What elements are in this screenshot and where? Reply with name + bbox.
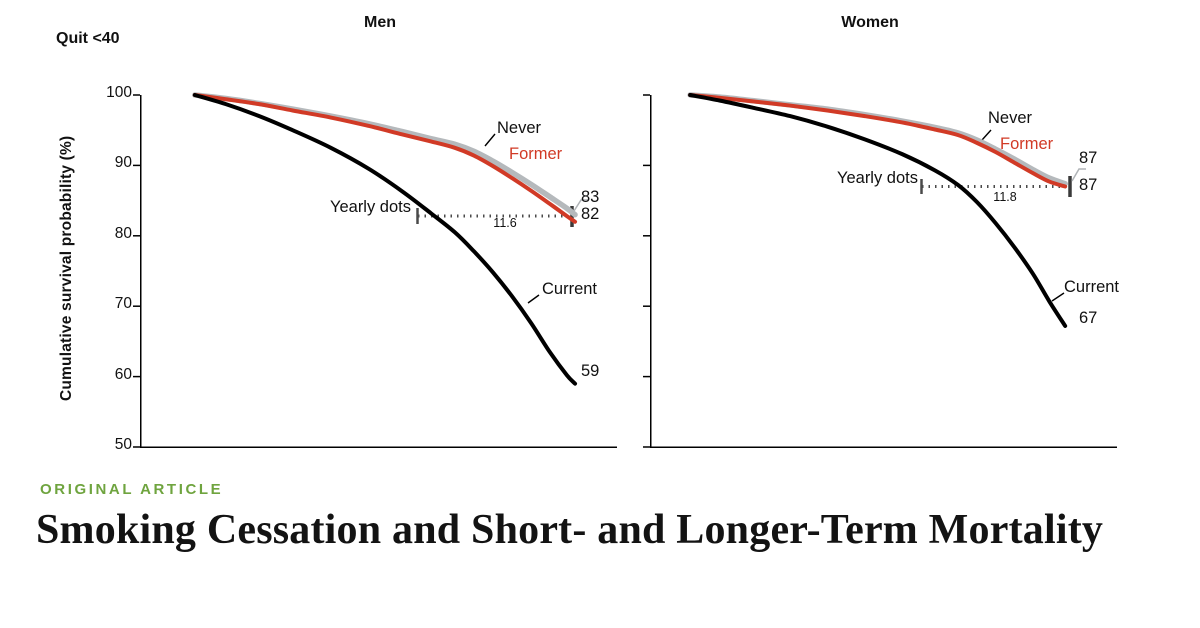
y-axis-label: Cumulative survival probability (%) [58, 135, 75, 401]
series-line-former [688, 93, 1068, 189]
panel-title-women: Women [841, 14, 899, 31]
women-chart-svg [643, 92, 1117, 448]
men-series [192, 92, 578, 386]
women-end-value-former: 87 [1079, 176, 1098, 194]
series-line-former [192, 93, 578, 224]
women-label-pointers [981, 129, 1065, 302]
men-end-value-former: 82 [581, 205, 600, 223]
y-tick-100: 100 [106, 84, 132, 101]
men-gap-value: 11.6 [493, 216, 517, 230]
women-gap-value: 11.8 [993, 190, 1017, 204]
current-pointer-line [527, 294, 540, 304]
y-tick-80: 80 [114, 225, 132, 242]
axis-lines [140, 95, 617, 448]
article-kicker: ORIGINAL ARTICLE [40, 481, 224, 498]
women-yearly-dots-label: Yearly dots [836, 169, 918, 187]
current-pointer-line [1051, 292, 1065, 302]
men-current-label: Current [542, 280, 598, 298]
women-yearly-dots-line [920, 168, 1086, 197]
series-line-current [192, 93, 578, 386]
men-chart-svg [133, 92, 617, 448]
men-label-pointers [484, 133, 540, 304]
y-ticks [133, 94, 140, 448]
men-yearly-dots-label: Yearly dots [329, 198, 411, 216]
men-axes [133, 94, 617, 448]
women-never-label: Never [988, 109, 1033, 127]
y-tick-60: 60 [114, 366, 132, 383]
y-ticks [643, 94, 650, 448]
women-axes [643, 94, 1117, 448]
y-tick-90: 90 [114, 154, 132, 171]
figure: Quit <40 Men Women Cumulative survival p… [56, 14, 1120, 453]
quit-age-label: Quit <40 [56, 30, 120, 47]
y-tick-70: 70 [114, 295, 132, 312]
article-title: Smoking Cessation and Short- and Longer-… [36, 507, 1104, 553]
women-end-value-current: 67 [1079, 309, 1098, 327]
never-pointer-line [981, 129, 992, 141]
panel-title-men: Men [364, 14, 396, 31]
y-tick-50: 50 [114, 436, 132, 453]
men-end-value-current: 59 [581, 362, 600, 380]
never-pointer-line [484, 133, 496, 147]
men-end-value-never: 83 [581, 188, 600, 206]
series-line-current [688, 93, 1068, 328]
end-label-bracket [1071, 168, 1086, 182]
women-series [687, 92, 1068, 328]
men-never-label: Never [497, 119, 542, 137]
end-label-bracket [573, 199, 588, 212]
women-current-label: Current [1064, 278, 1120, 296]
men-former-label: Former [509, 145, 563, 163]
women-former-label: Former [1000, 135, 1054, 153]
axis-lines [650, 95, 1117, 448]
women-end-value-never: 87 [1079, 149, 1098, 167]
